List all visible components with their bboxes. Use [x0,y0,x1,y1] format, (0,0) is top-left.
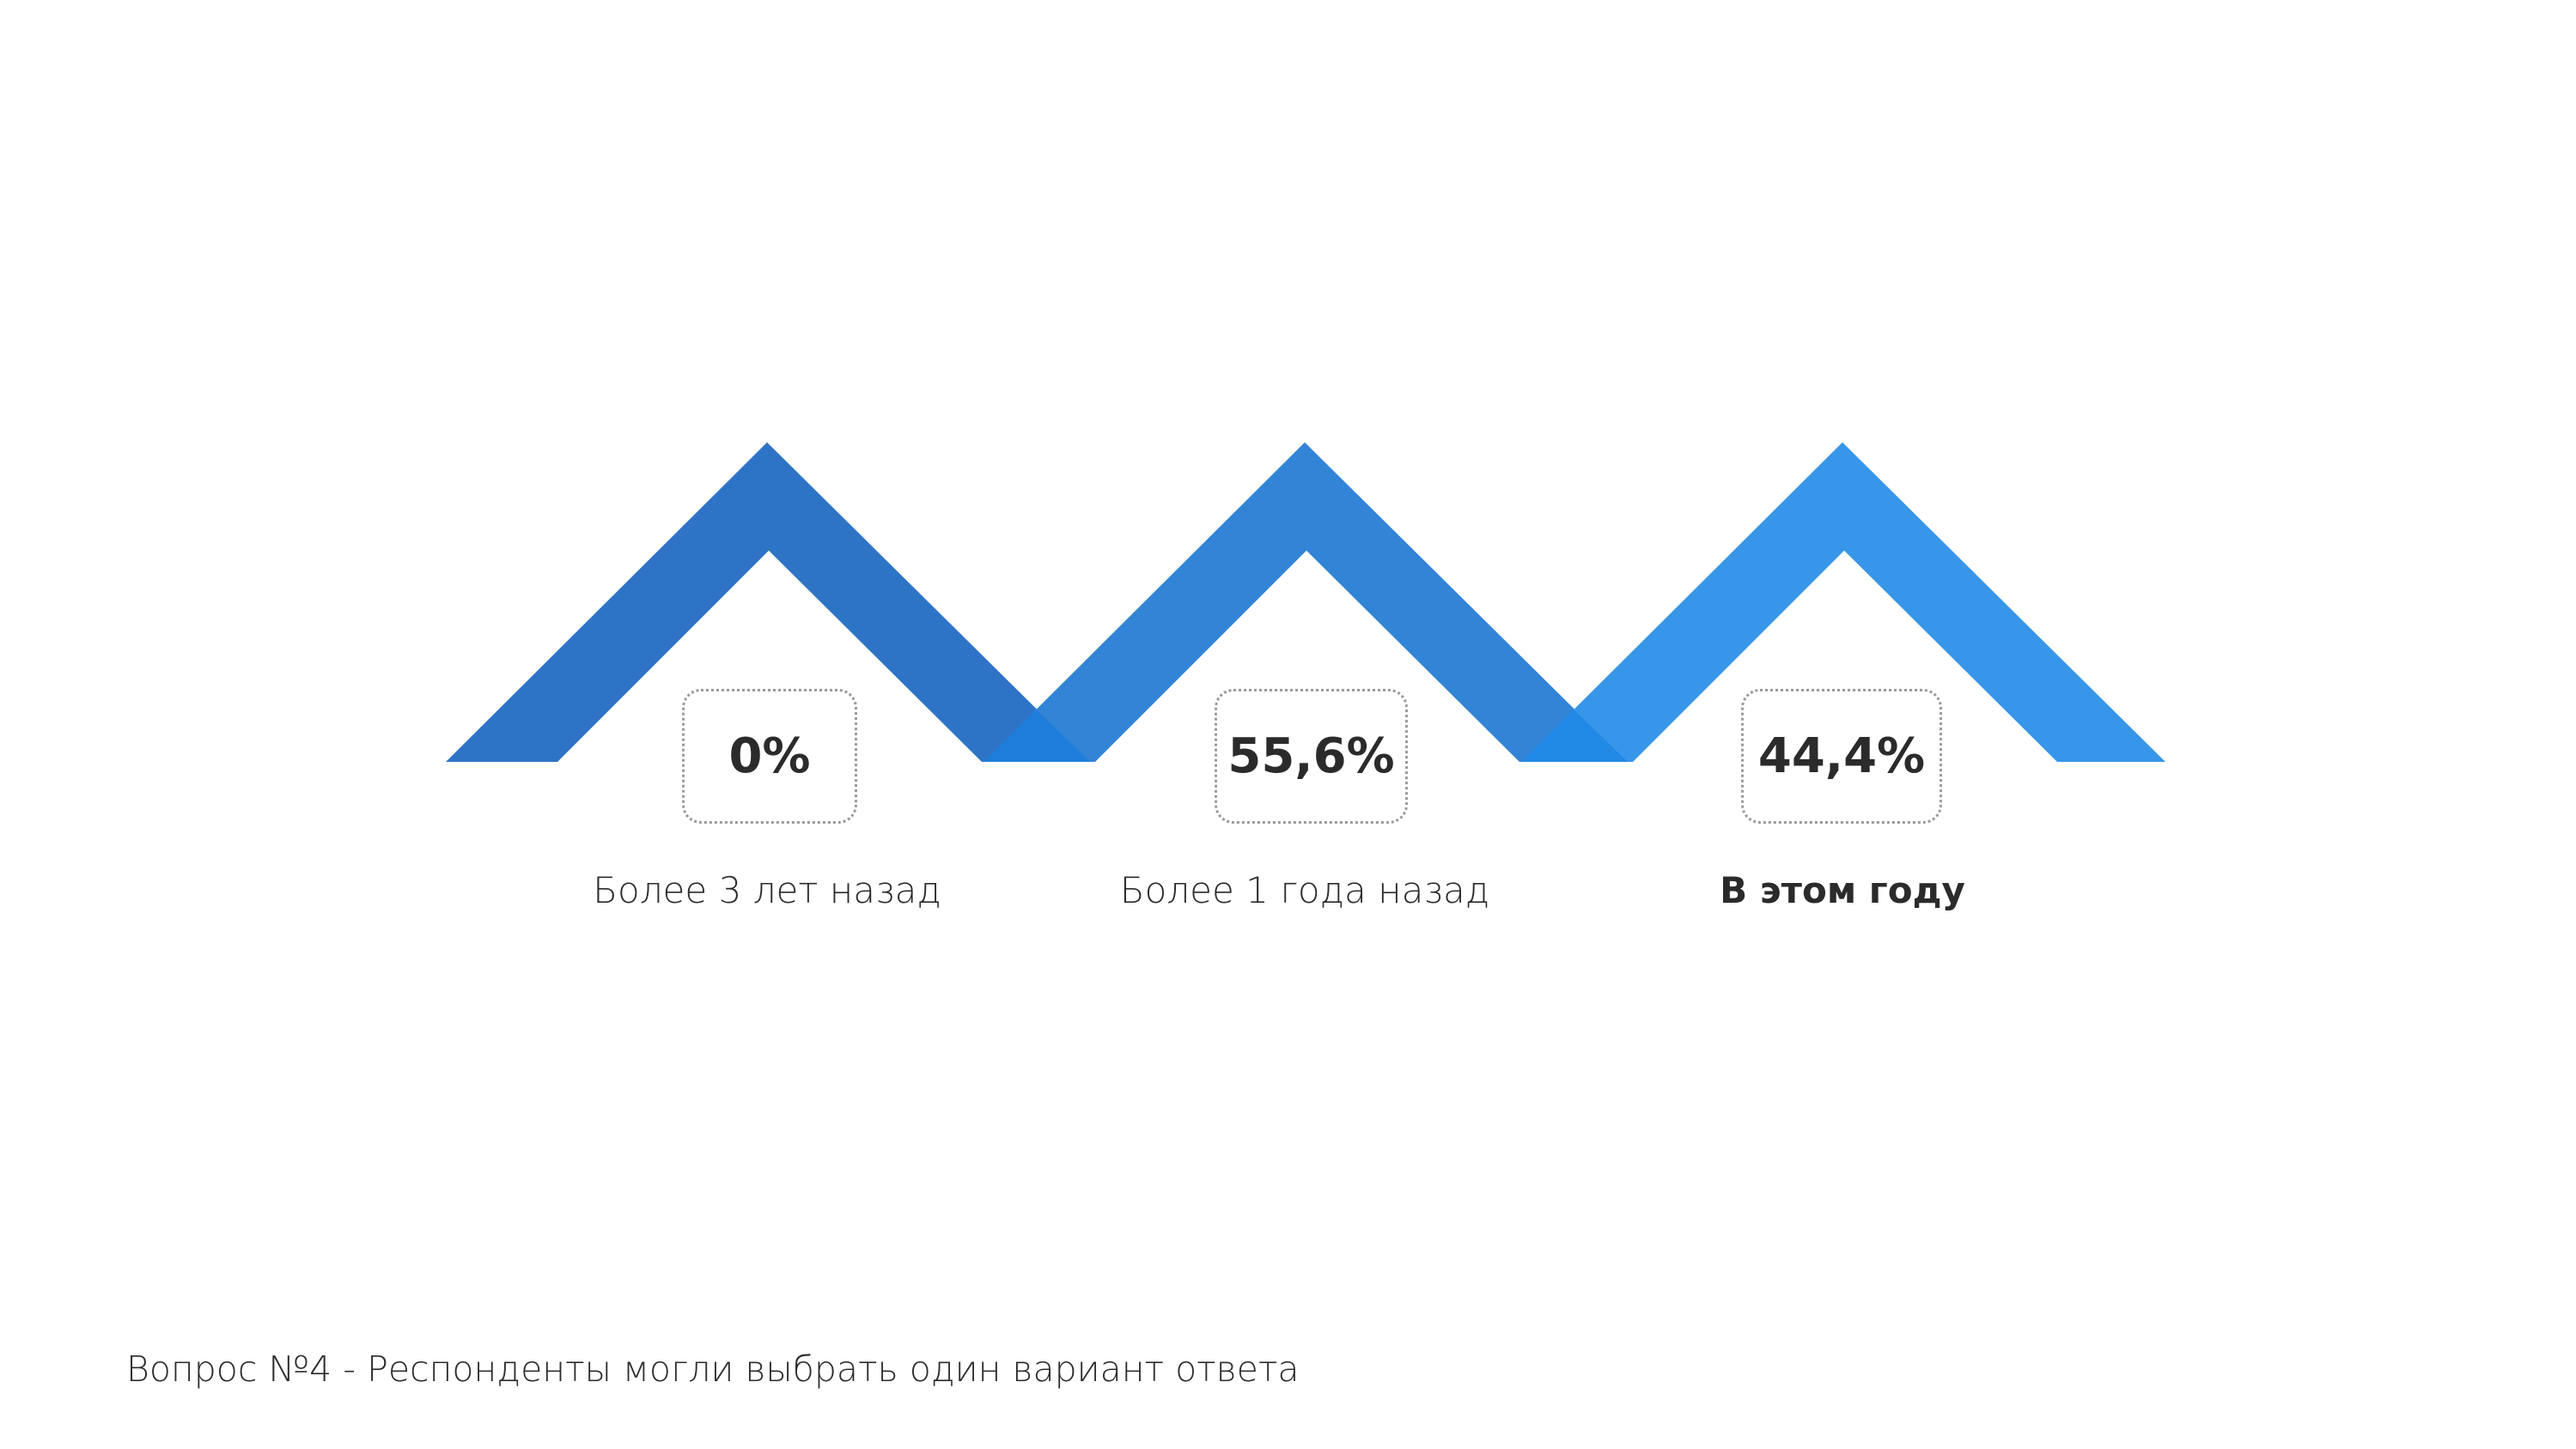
item-label: В этом году [1720,869,1965,911]
item-label: Более 1 года назад [1119,869,1490,911]
footnote: Вопрос №4 - Респонденты могли выбрать од… [126,1349,1300,1390]
chevron [446,442,1090,762]
value-box: 44,4% [1741,689,1942,824]
chevron [1521,442,2165,762]
value-box: 0% [682,689,857,824]
overlap [984,709,1090,762]
overlap [1521,709,1628,762]
value-box: 55,6% [1215,689,1408,824]
chevron [984,442,1628,762]
item-label: Более 3 лет назад [593,869,941,911]
